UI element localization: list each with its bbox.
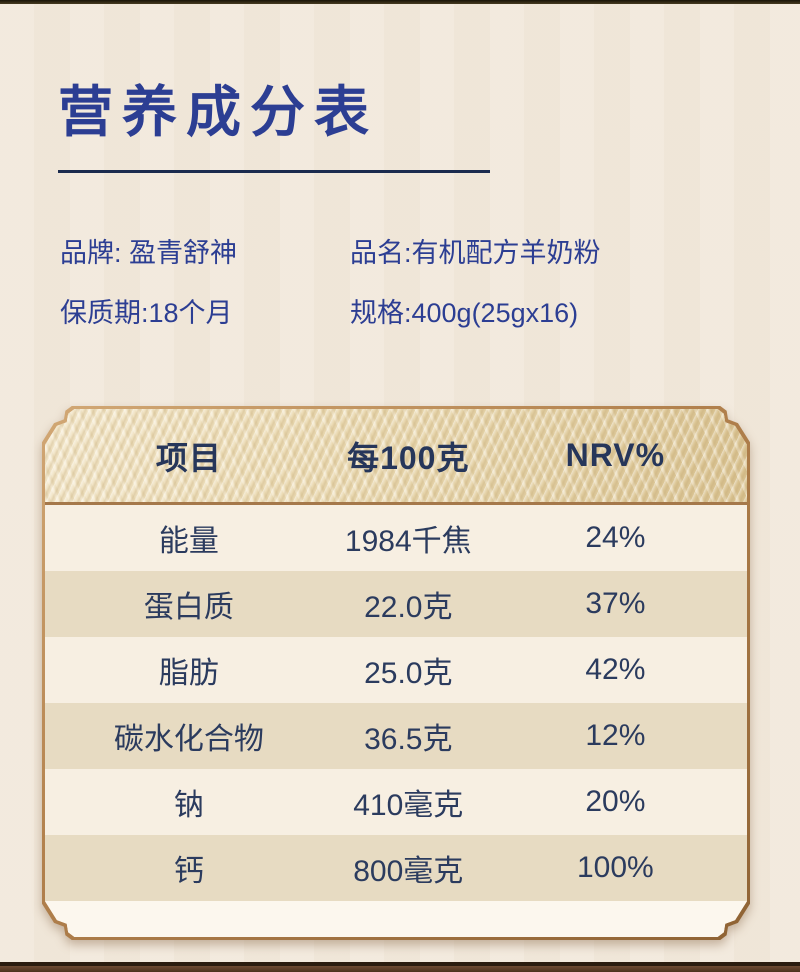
table-row-sodium: 钠 410毫克 20% [45, 769, 747, 835]
product-info: 品牌: 盈青舒神 品名:有机配方羊奶粉 保质期:18个月 规格:400g(25g… [60, 237, 601, 330]
cell-per100g: 410毫克 [353, 789, 464, 822]
table-row-calcium: 钙 800毫克 100% [45, 835, 747, 901]
cell-item: 钠 [173, 789, 204, 822]
brand-field: 品牌: 盈青舒神 [60, 238, 238, 268]
shelf-life-field: 保质期:18个月 [60, 298, 233, 328]
column-header-item: 项目 [155, 439, 222, 476]
cell-per100g: 25.0克 [364, 657, 453, 690]
bottom-border-line [0, 962, 800, 966]
spec-field: 规格:400g(25gx16) [350, 298, 579, 328]
table-footer-strip [45, 901, 747, 937]
cell-nrv: 42% [585, 653, 646, 686]
page-title: 营养成分表 [58, 81, 379, 143]
table-row-energy: 能量 1984千焦 24% [45, 505, 747, 571]
column-header-nrv: NRV% [565, 437, 666, 473]
cell-nrv: 24% [585, 521, 646, 554]
nutrition-table: 项目 每100克 NRV% 能量 1984千焦 24% 蛋白质 22.0克 37… [45, 409, 747, 937]
cell-item: 碳水化合物 [113, 723, 264, 756]
cell-per100g: 1984千焦 [344, 525, 472, 558]
cell-nrv: 20% [585, 785, 646, 818]
cell-nrv: 12% [585, 719, 646, 752]
cell-item: 蛋白质 [143, 591, 234, 624]
table-row-carbohydrate: 碳水化合物 36.5克 12% [45, 703, 747, 769]
cell-item: 能量 [158, 525, 219, 558]
table-row-protein: 蛋白质 22.0克 37% [45, 571, 747, 637]
cell-nrv: 100% [576, 851, 654, 884]
cell-nrv: 37% [585, 587, 646, 620]
cell-per100g: 22.0克 [364, 591, 453, 624]
column-header-per100g: 每100克 [347, 439, 470, 476]
cell-item: 脂肪 [158, 657, 219, 690]
table-header-row: 项目 每100克 NRV% [45, 409, 747, 505]
title-underline [58, 170, 490, 173]
cell-per100g: 800毫克 [353, 855, 464, 888]
product-name-field: 品名:有机配方羊奶粉 [350, 238, 601, 268]
cell-per100g: 36.5克 [364, 723, 453, 756]
cell-item: 钙 [173, 855, 204, 888]
top-border-line [0, 0, 800, 4]
bottom-border-shadow [0, 966, 800, 972]
table-row-fat: 脂肪 25.0克 42% [45, 637, 747, 703]
nutrition-table-frame: 项目 每100克 NRV% 能量 1984千焦 24% 蛋白质 22.0克 37… [42, 406, 750, 940]
